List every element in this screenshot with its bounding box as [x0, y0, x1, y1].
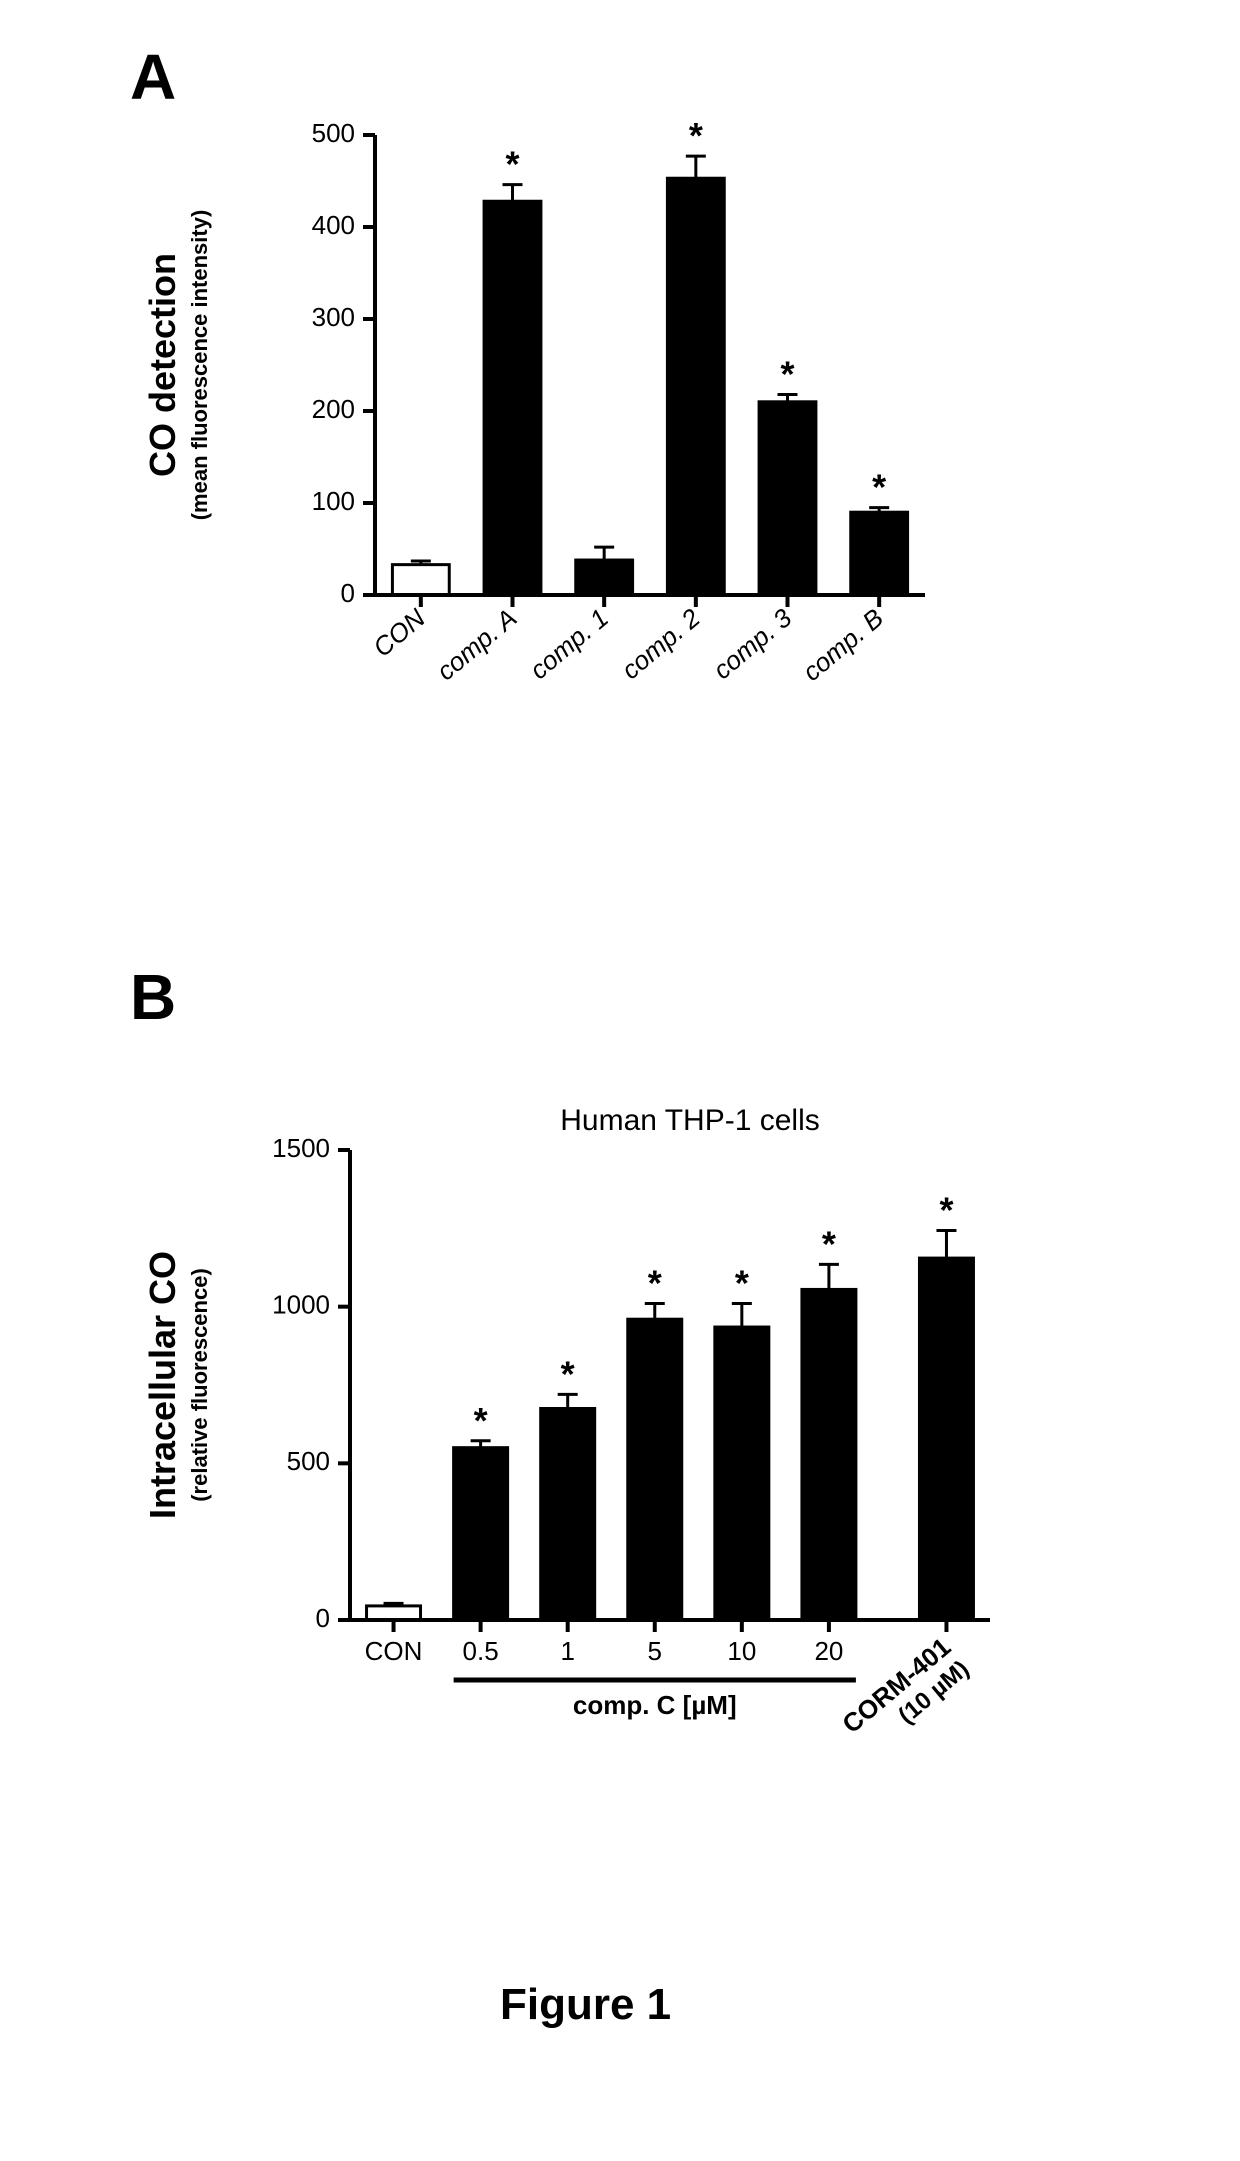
svg-text:*: * [939, 1190, 953, 1231]
chart-a-svg: 0100200300400500****CONcomp. Acomp. 1com… [135, 105, 1015, 855]
panel-label-a: A [130, 40, 176, 114]
svg-text:*: * [822, 1223, 836, 1264]
svg-text:300: 300 [312, 302, 355, 332]
svg-text:comp. A: comp. A [431, 603, 523, 687]
svg-text:0: 0 [316, 1603, 330, 1633]
svg-text:*: * [648, 1263, 662, 1304]
svg-text:Human THP-1 cells: Human THP-1 cells [560, 1104, 820, 1137]
chart-b-svg: 050010001500******CON0.5151020CORM-401(1… [135, 1085, 1055, 1865]
svg-text:*: * [474, 1400, 488, 1441]
svg-text:comp. B: comp. B [797, 603, 889, 687]
svg-text:*: * [689, 115, 703, 156]
svg-text:comp. 2: comp. 2 [616, 602, 707, 685]
svg-text:CO detection: CO detection [142, 253, 183, 477]
svg-text:1000: 1000 [272, 1290, 330, 1320]
svg-text:CON: CON [365, 1636, 423, 1666]
svg-text:10: 10 [727, 1636, 756, 1666]
svg-text:1500: 1500 [272, 1133, 330, 1163]
page: A 0100200300400500****CONcomp. Acomp. 1c… [0, 0, 1240, 2161]
svg-text:500: 500 [287, 1446, 330, 1476]
chart-a: 0100200300400500****CONcomp. Acomp. 1com… [135, 105, 1015, 855]
svg-text:(mean fluorescence intensity): (mean fluorescence intensity) [187, 210, 212, 521]
svg-text:comp. 1: comp. 1 [524, 603, 614, 685]
svg-text:Intracellular CO: Intracellular CO [142, 1251, 183, 1519]
svg-text:0: 0 [341, 578, 355, 608]
panel-label-b: B [130, 960, 176, 1034]
svg-text:(relative fluorescence): (relative fluorescence) [187, 1268, 212, 1502]
svg-text:*: * [505, 144, 519, 185]
svg-text:400: 400 [312, 210, 355, 240]
svg-text:*: * [561, 1353, 575, 1394]
figure-caption: Figure 1 [500, 1980, 671, 2030]
svg-text:100: 100 [312, 486, 355, 516]
svg-text:*: * [780, 353, 794, 394]
svg-text:CON: CON [367, 602, 431, 662]
chart-b: 050010001500******CON0.5151020CORM-401(1… [135, 1085, 1055, 1865]
svg-text:1: 1 [560, 1636, 574, 1666]
svg-text:200: 200 [312, 394, 355, 424]
svg-text:*: * [735, 1263, 749, 1304]
svg-text:0.5: 0.5 [463, 1636, 499, 1666]
svg-text:comp. C [µM]: comp. C [µM] [573, 1690, 737, 1720]
svg-text:5: 5 [648, 1636, 662, 1666]
svg-text:500: 500 [312, 118, 355, 148]
svg-text:20: 20 [814, 1636, 843, 1666]
svg-text:*: * [872, 467, 886, 508]
svg-text:comp. 3: comp. 3 [707, 602, 798, 685]
